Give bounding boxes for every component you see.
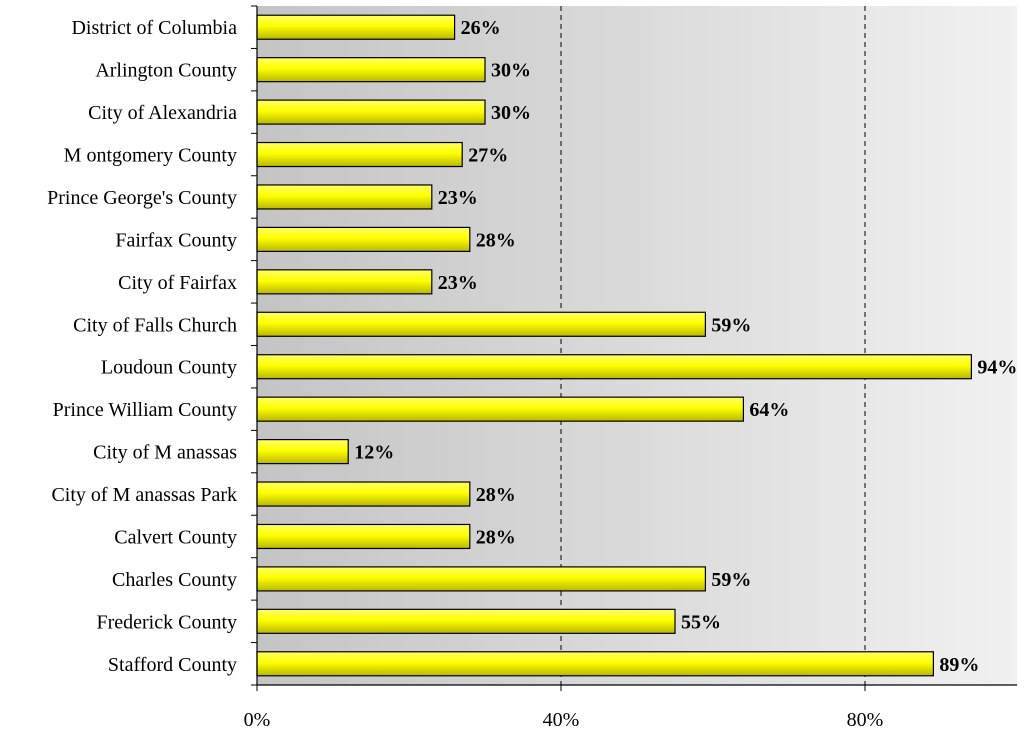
category-label: Frederick County xyxy=(96,611,237,633)
category-label: Arlington County xyxy=(95,60,237,82)
category-label: City of M anassas Park xyxy=(51,484,237,506)
bar xyxy=(256,481,471,507)
value-label: 12% xyxy=(354,442,394,464)
bar xyxy=(256,141,463,168)
bar xyxy=(256,354,973,380)
bar xyxy=(256,608,676,634)
category-label: Calvert County xyxy=(114,526,237,548)
bar xyxy=(256,311,706,337)
x-tick-labels: 0% 40% 80% xyxy=(244,709,884,731)
value-label: 94% xyxy=(977,357,1017,379)
bar xyxy=(256,57,486,83)
category-label: Prince George's County xyxy=(47,187,237,209)
value-label: 23% xyxy=(438,272,478,294)
bar xyxy=(256,438,349,465)
category-label: City of M anassas xyxy=(93,442,237,464)
bar xyxy=(256,269,433,295)
bar xyxy=(256,99,486,125)
value-label: 30% xyxy=(491,60,531,82)
x-tick-label: 0% xyxy=(244,709,271,731)
category-label: Charles County xyxy=(112,569,237,591)
category-label: City of Alexandria xyxy=(88,102,237,124)
value-label: 28% xyxy=(476,484,516,506)
x-tick-label: 40% xyxy=(543,709,580,731)
value-labels: 26% 30% 30% 27% 23% 28% 23% 59% 94% 64% 12% 28% 28% 5… xyxy=(354,17,1017,676)
category-label: City of Falls Church xyxy=(73,314,237,336)
bar xyxy=(256,566,706,592)
value-label: 55% xyxy=(681,611,721,633)
value-label: 28% xyxy=(476,526,516,548)
value-label: 59% xyxy=(711,314,751,336)
category-labels: District of Columbia Arlington County City… xyxy=(47,17,237,676)
bar xyxy=(256,396,744,422)
category-label: Prince William County xyxy=(53,399,237,421)
value-label: 59% xyxy=(711,569,751,591)
value-label: 28% xyxy=(476,229,516,251)
axes xyxy=(251,5,1017,691)
category-label: M ontgomery County xyxy=(64,145,237,167)
x-tick-label: 80% xyxy=(847,709,884,731)
category-label: District of Columbia xyxy=(71,17,237,39)
bars xyxy=(256,14,973,677)
value-label: 23% xyxy=(438,187,478,209)
bar xyxy=(256,14,456,40)
category-label: Fairfax County xyxy=(115,229,237,251)
value-label: 64% xyxy=(749,399,789,421)
value-label: 27% xyxy=(468,145,508,167)
category-label: City of Fairfax xyxy=(118,272,237,294)
category-label: Loudoun County xyxy=(101,357,237,379)
value-label: 30% xyxy=(491,102,531,124)
bar xyxy=(256,184,433,210)
bar xyxy=(256,226,471,253)
bar xyxy=(256,651,935,677)
value-label: 26% xyxy=(461,17,501,39)
value-label: 89% xyxy=(939,654,979,676)
category-label: Stafford County xyxy=(108,654,237,676)
bar xyxy=(256,523,471,550)
